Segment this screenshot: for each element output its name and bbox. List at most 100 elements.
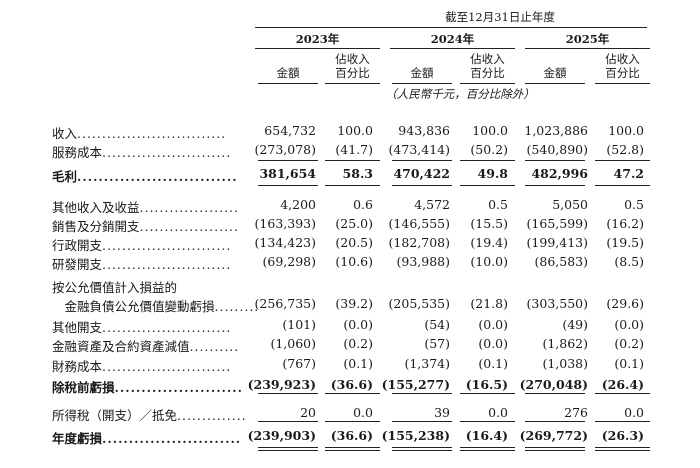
table-cell: (0.1): [343, 356, 373, 371]
table-cell: (0.1): [614, 356, 644, 371]
table-cell: (49): [562, 317, 588, 332]
leader-dots: ........................: [114, 380, 243, 395]
table-cell: (26.3): [601, 428, 644, 443]
table-rule: [595, 393, 650, 394]
table-rule: [392, 421, 452, 422]
table-cell: (21.8): [470, 296, 508, 311]
table-cell: (41.7): [335, 142, 373, 157]
table-rule: [258, 160, 318, 161]
table-cell: (16.5): [465, 377, 508, 392]
table-rule: [595, 450, 650, 451]
subheader-rule-2025-pct: [595, 83, 650, 84]
table-rule: [525, 185, 585, 186]
leader-dots: ..............................: [77, 169, 238, 184]
table-cell: (0.0): [614, 317, 644, 332]
year-2024-header: 2024年: [430, 32, 475, 46]
table-cell: (165,599): [526, 216, 588, 231]
table-cell: 39: [434, 405, 450, 420]
table-cell: 0.0: [488, 405, 508, 420]
table-rule: [595, 421, 650, 422]
table-cell: (15.5): [470, 216, 508, 231]
table-cell: (270,048): [519, 377, 588, 392]
table-cell: (1,038): [542, 356, 588, 371]
table-cell: 0.6: [353, 197, 373, 212]
row-label: 年度虧損..........................: [52, 428, 241, 447]
table-cell: (39.2): [335, 296, 373, 311]
leader-dots: ..........................: [102, 431, 242, 446]
table-cell: (239,903): [247, 428, 316, 443]
year-2023-rule: [255, 48, 380, 49]
table-cell: 100.0: [337, 123, 373, 138]
table-rule: [392, 450, 452, 451]
table-cell: (767): [282, 356, 316, 371]
table-rule: [460, 447, 515, 448]
table-cell: 4,572: [414, 197, 450, 212]
table-cell: (1,862): [542, 336, 588, 351]
table-rule: [258, 185, 318, 186]
table-rule: [460, 421, 515, 422]
table-rule: [392, 393, 452, 394]
table-rule: [525, 160, 585, 161]
table-cell: (0.1): [478, 356, 508, 371]
table-cell: (155,238): [381, 428, 450, 443]
table-cell: 0.5: [488, 197, 508, 212]
row-label-text: 銷售及分銷開支: [52, 219, 140, 234]
year-2025-header: 2025年: [565, 32, 610, 46]
row-label: 服務成本..........................: [52, 142, 231, 161]
row-label-text: 毛利: [52, 169, 78, 184]
table-cell: (0.0): [478, 336, 508, 351]
row-label-text: 按公允價值計入損益的: [52, 280, 178, 295]
year-2024-rule: [390, 48, 515, 49]
row-label-text: 財務成本: [52, 359, 103, 374]
row-label: 收入..............................: [52, 123, 226, 142]
table-rule: [258, 421, 318, 422]
row-label: 毛利..............................: [52, 166, 238, 185]
table-cell: (134,423): [254, 235, 316, 250]
period-title: 截至12月31日止年度: [445, 10, 555, 24]
table-cell: 482,996: [531, 166, 588, 181]
table-cell: (93,988): [396, 254, 451, 269]
row-label: 所得稅（開支）／抵免..............: [52, 405, 247, 424]
row-label: 金融負債公允價值變動虧損.........: [52, 296, 259, 315]
table-cell: (540,890): [526, 142, 588, 157]
table-rule: [325, 421, 380, 422]
table-cell: (25.0): [335, 216, 373, 231]
amount-header-2024: 金額: [410, 66, 434, 80]
leader-dots: ..........................: [102, 145, 232, 160]
row-label: 按公允價值計入損益的: [52, 277, 177, 296]
row-label: 銷售及分銷開支....................: [52, 216, 239, 235]
table-cell: (19.5): [606, 235, 644, 250]
table-cell: (36.6): [330, 428, 373, 443]
row-label: 其他收入及收益....................: [52, 197, 239, 216]
table-rule: [460, 393, 515, 394]
row-label-text: 金融資產及合約資產減值: [52, 339, 190, 354]
table-cell: (10.0): [470, 254, 508, 269]
year-2025-rule: [525, 48, 650, 49]
leader-dots: ..........................: [102, 238, 232, 253]
table-cell: 0.0: [624, 405, 644, 420]
table-rule: [325, 450, 380, 451]
table-cell: 943,836: [398, 123, 450, 138]
table-cell: (155,277): [381, 377, 450, 392]
table-cell: 4,200: [280, 197, 316, 212]
row-label-text: 除稅前虧損: [52, 380, 115, 395]
table-rule: [525, 450, 585, 451]
row-label-text: 行政開支: [52, 238, 103, 253]
table-cell: (69,298): [262, 254, 317, 269]
table-cell: 1,023,886: [524, 123, 588, 138]
table-rule: [325, 160, 380, 161]
table-rule: [525, 447, 585, 448]
table-cell: (273,078): [254, 142, 316, 157]
row-label-text: 收入: [52, 126, 78, 141]
leader-dots: .........: [214, 299, 260, 314]
subheader-rule-2023-amt: [258, 83, 318, 84]
row-label: 除稅前虧損........................: [52, 377, 243, 396]
table-cell: 5,050: [552, 197, 588, 212]
table-cell: 47.2: [613, 166, 644, 181]
table-rule: [258, 393, 318, 394]
table-cell: (54): [424, 317, 450, 332]
table-cell: (303,550): [526, 296, 588, 311]
table-cell: 49.8: [477, 166, 508, 181]
row-label-text: 金融負債公允價值變動虧損: [52, 299, 215, 314]
year-2023-header: 2023年: [295, 32, 340, 46]
